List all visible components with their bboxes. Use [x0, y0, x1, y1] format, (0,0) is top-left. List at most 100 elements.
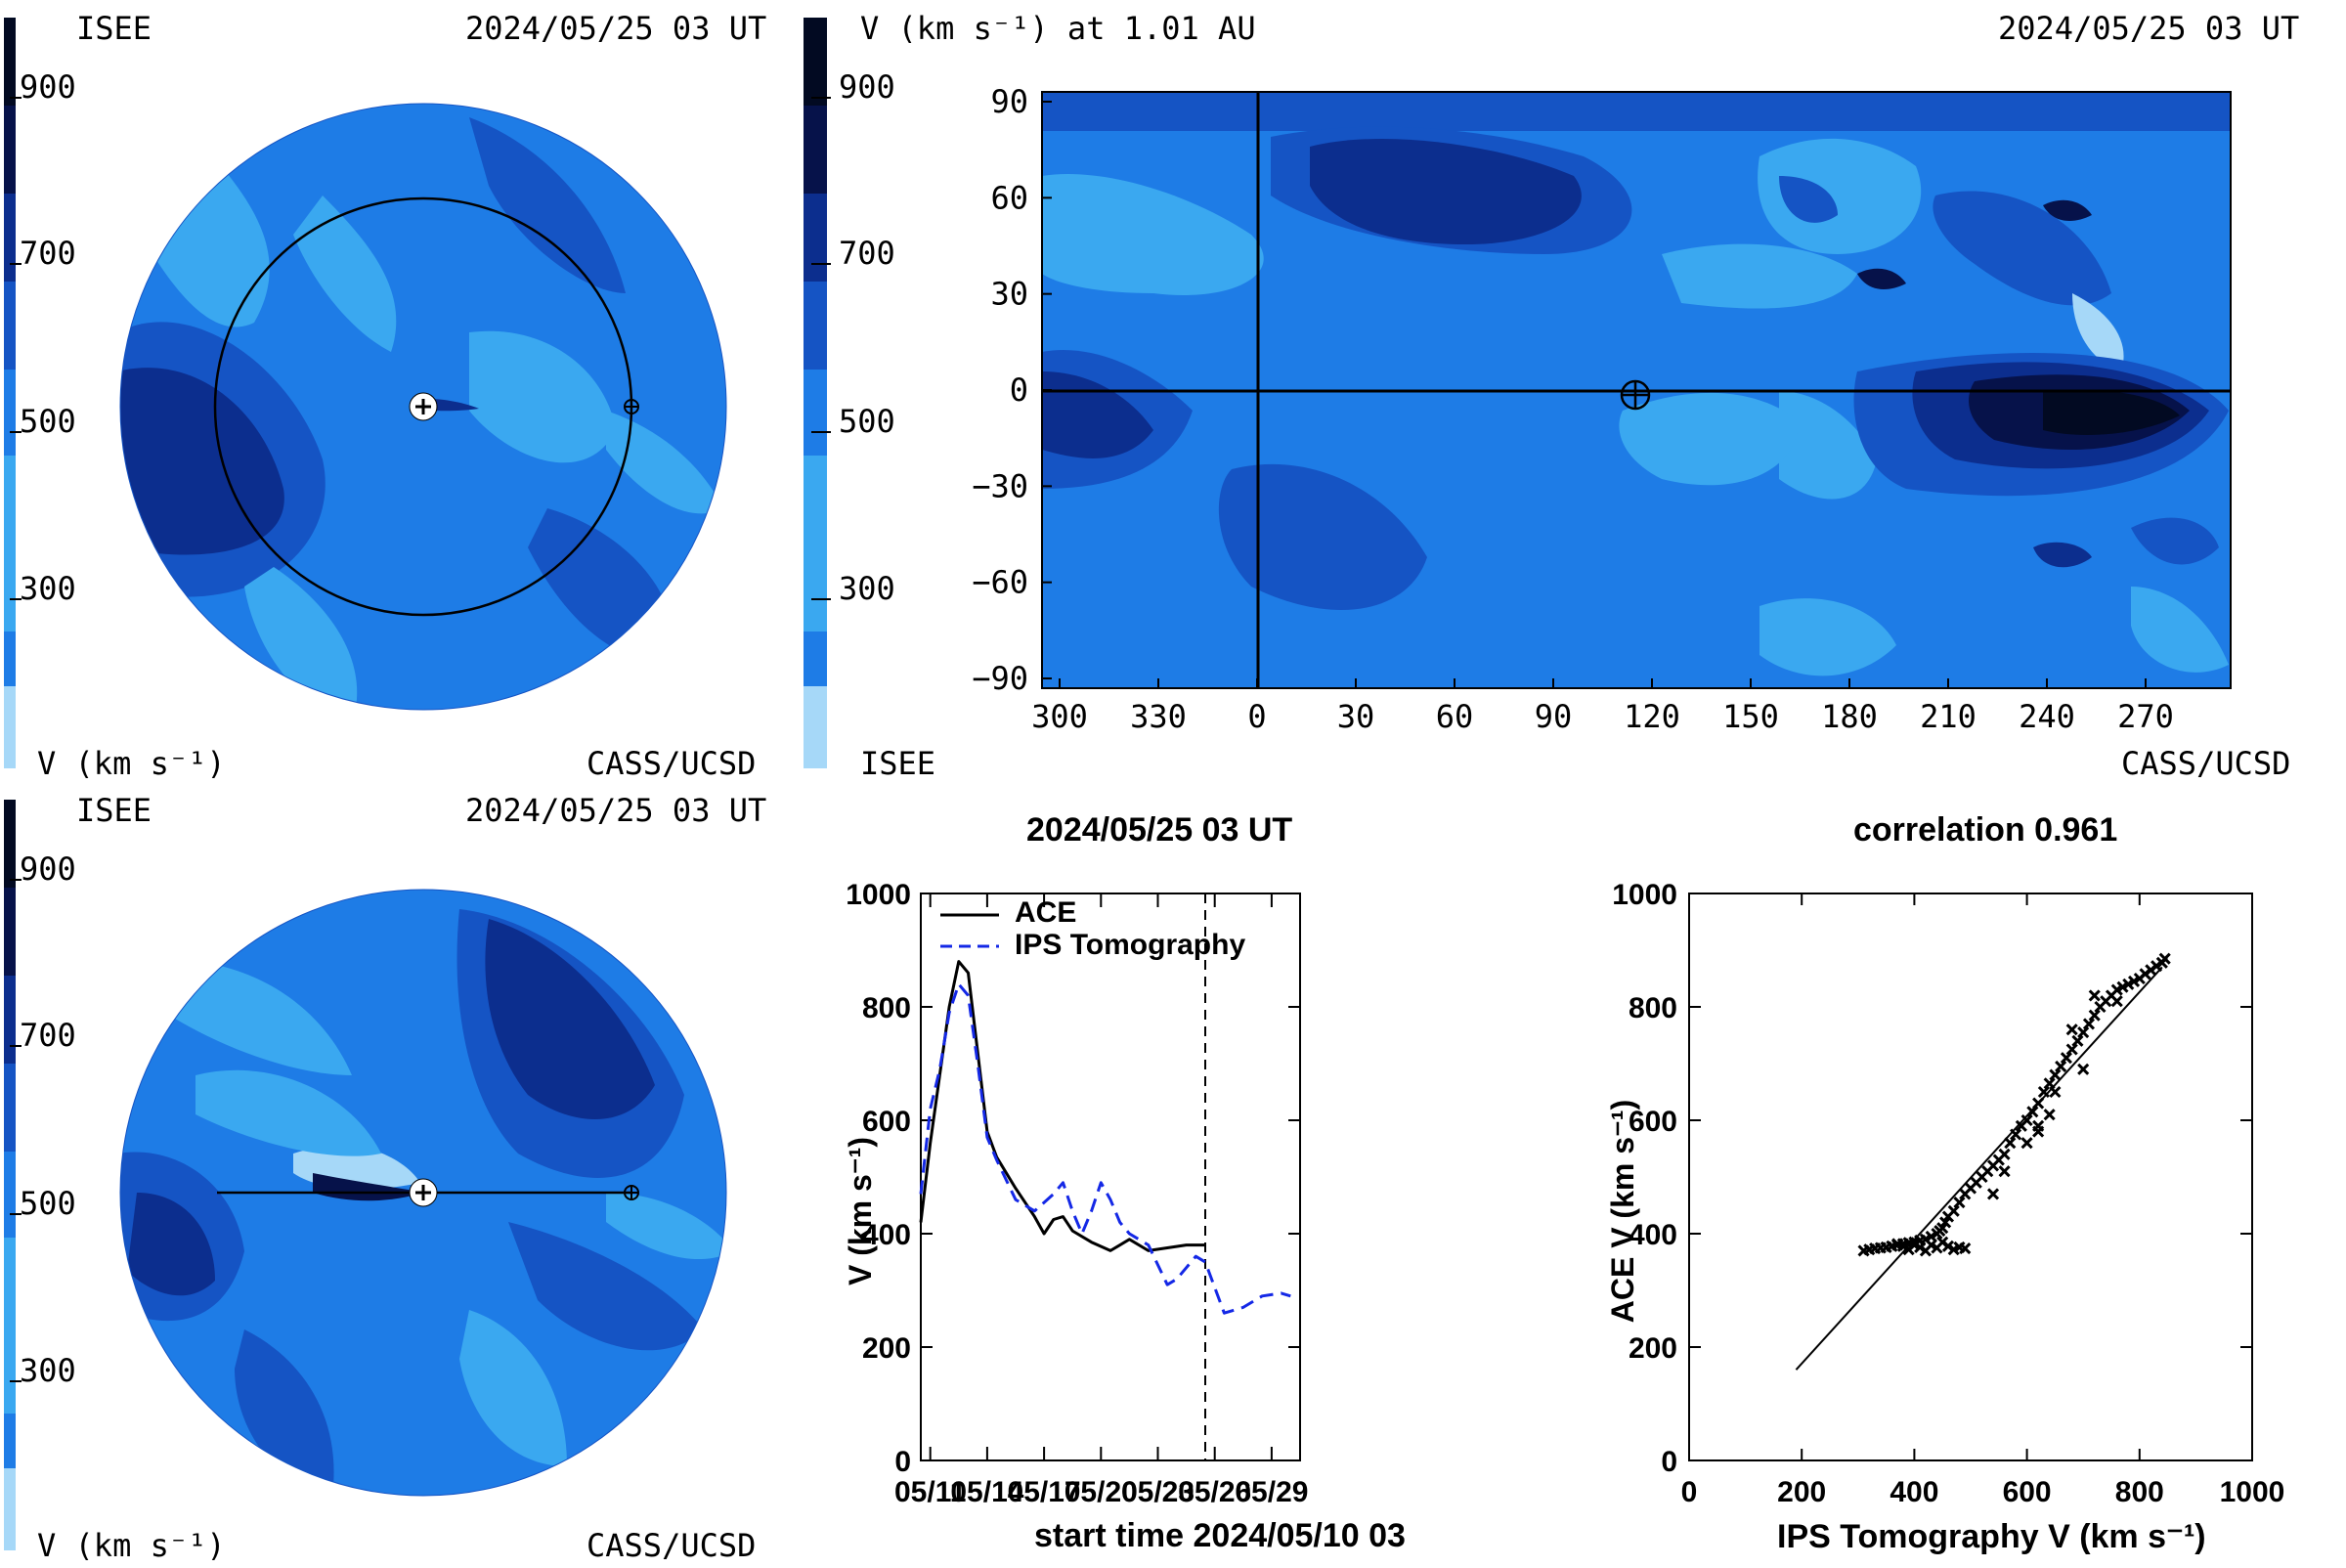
map-x-ticks: 300 330 0 30 60 90 120 150 180 210 240 270 — [1031, 678, 2174, 735]
scale-tick-900: 900 — [20, 68, 76, 106]
scale-tick-700: 700 — [20, 1017, 76, 1054]
color-scale-bar — [4, 800, 22, 1550]
timeseries-panel: 1000 800 600 400 200 0 05/11 05/14 05/17 05/20 05/… — [782, 782, 1525, 1564]
scatter-point — [2065, 1024, 2078, 1036]
date-label: 2024/05/25 03 UT — [465, 10, 767, 47]
units-label: V (km s⁻¹) — [37, 1527, 226, 1564]
sc-y-tick-label: 400 — [1629, 1219, 1677, 1251]
polar-panel-bottom: 900 700 500 300 ISEE 2024/05/25 03 UT V … — [0, 782, 782, 1564]
ace-series-line — [919, 960, 1205, 1252]
scatter-chart: 1000 800 600 400 200 00 200 400 600 800 1000 — [1612, 879, 2284, 1508]
sc-title: correlation 0.961 — [1853, 811, 2118, 849]
ts-x-tick-label: 05/11 — [894, 1476, 966, 1508]
sc-y-tick-label: 800 — [1629, 992, 1677, 1024]
ts-y-tick-label: 800 — [862, 992, 911, 1024]
ts-y-tick-label: 200 — [862, 1332, 911, 1365]
scatter-point — [2077, 1063, 2090, 1075]
color-scale-bar — [804, 18, 831, 768]
color-scale-bar — [4, 18, 22, 768]
sc-xlabel: IPS Tomography V (km s⁻¹) — [1777, 1518, 2206, 1555]
scatter-point — [2026, 1106, 2039, 1118]
polar-plot-bottom — [4, 800, 727, 1550]
sc-y-tick-label: 600 — [1629, 1106, 1677, 1138]
scatter-point — [2049, 1085, 2062, 1099]
scatter-point — [2020, 1113, 2033, 1127]
ts-legend — [940, 913, 999, 948]
sc-x-tick-label: 0 — [1681, 1476, 1698, 1508]
sc-axes-frame — [1688, 893, 2253, 1461]
map-y-tick-label: 0 — [1010, 371, 1028, 409]
scale-tick-300: 300 — [20, 1352, 76, 1389]
ts-x-tick-label: 05/23 — [1121, 1476, 1195, 1508]
map-x-tick-label: 90 — [1535, 698, 1573, 735]
scatter-point — [2049, 1068, 2062, 1081]
map-y-ticks: 90 60 30 0 −30 −60 −90 — [972, 83, 1052, 697]
org-label: ISEE — [76, 792, 152, 829]
scale-tick-300: 300 — [839, 570, 895, 607]
scatter-point — [1947, 1204, 1960, 1217]
scale-tick-500: 500 — [20, 1185, 76, 1222]
sc-points — [1795, 952, 2171, 1371]
sc-y-tick-label: 0 — [1661, 1446, 1677, 1478]
map-y-tick-label: −60 — [972, 564, 1028, 601]
map-y-tick-label: 90 — [990, 83, 1028, 120]
polar-plot-top — [4, 18, 727, 768]
sc-x-tick-label: 600 — [2003, 1476, 2052, 1508]
ts-y-tick-label: 400 — [862, 1219, 911, 1251]
map-x-tick-label: 330 — [1130, 698, 1187, 735]
earth-marker — [624, 399, 639, 414]
scatter-point — [2158, 952, 2171, 965]
map-x-tick-label: 240 — [2019, 698, 2075, 735]
scale-tick-700: 700 — [20, 235, 76, 272]
map-y-tick-label: 30 — [990, 276, 1028, 313]
ts-y-tick-label: 600 — [862, 1106, 911, 1138]
scale-tick-500: 500 — [839, 403, 895, 440]
scatter-point — [2110, 995, 2123, 1008]
map-x-tick-label: 210 — [1920, 698, 1977, 735]
scatter-point — [2088, 1009, 2101, 1022]
map-date: 2024/05/25 03 UT — [1998, 10, 2300, 47]
credit-label: CASS/UCSD — [586, 745, 757, 782]
sun-marker — [409, 1178, 438, 1207]
scatter-point — [2032, 1125, 2045, 1138]
scale-tick-900: 900 — [20, 850, 76, 888]
map-x-tick-label: 60 — [1436, 698, 1474, 735]
ts-x-tick-label: 05/17 — [1008, 1476, 1081, 1508]
scatter-point — [2037, 1085, 2050, 1099]
scatter-point — [2010, 1128, 2022, 1141]
scatter-point — [2043, 1077, 2056, 1090]
ts-x-tick-label: 05/14 — [950, 1476, 1023, 1508]
fit-line — [1795, 966, 2163, 1371]
sc-ticks: 1000 800 600 400 200 00 200 400 600 800 1000 — [1612, 879, 2284, 1508]
timeseries-chart: 1000800600400200005/1105/1405/1705/2005/… — [846, 879, 1308, 1508]
ips-series-line — [919, 982, 1291, 1315]
map-x-tick-label: 180 — [1821, 698, 1878, 735]
ts-axes-frame — [920, 893, 1301, 1461]
ts-series — [919, 893, 1291, 1460]
sun-marker — [409, 392, 438, 421]
org-label: ISEE — [76, 10, 152, 47]
scatter-point — [2082, 1018, 2096, 1030]
map-x-tick-label: 0 — [1247, 698, 1266, 735]
ts-x-tick-label: 05/29 — [1235, 1476, 1308, 1508]
ts-y-tick-label: 0 — [894, 1446, 911, 1478]
map-x-tick-label: 300 — [1031, 698, 1088, 735]
sc-ylabel: ACE V (km s⁻¹) — [1605, 1099, 1640, 1324]
units-label: V (km s⁻¹) — [37, 745, 226, 782]
ts-y-tick-label: 1000 — [846, 879, 911, 911]
scale-tick-300: 300 — [20, 570, 76, 607]
scatter-point — [1953, 1197, 1966, 1209]
synoptic-map-panel: 90 60 30 0 −30 −60 −90 300 330 0 30 60 90 120 150 180 2… — [782, 0, 2346, 782]
credit-label: CASS/UCSD — [586, 1527, 757, 1564]
ts-xlabel: start time 2024/05/10 03 — [1034, 1517, 1406, 1554]
scatter-point — [1891, 1238, 1904, 1250]
scatter-point — [2077, 1026, 2090, 1039]
earth-marker — [624, 1185, 639, 1200]
scatter-point — [1902, 1243, 1915, 1256]
scatter-point — [2004, 1137, 2017, 1150]
sc-x-tick-label: 400 — [1890, 1476, 1938, 1508]
scatter-point — [1959, 1242, 1972, 1255]
map-x-tick-label: 120 — [1624, 698, 1680, 735]
ts-x-tick-label: 05/26 — [1178, 1476, 1251, 1508]
scale-tick-900: 900 — [839, 68, 895, 106]
